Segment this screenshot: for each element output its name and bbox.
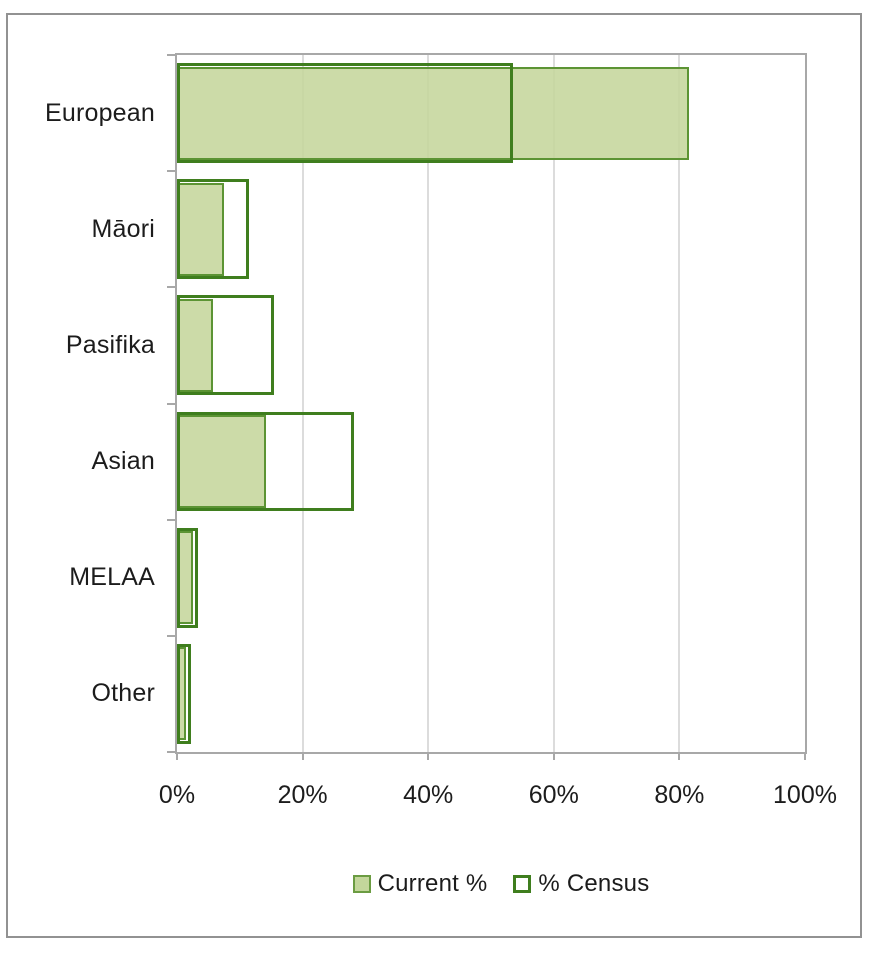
chart-row-european — [177, 55, 805, 171]
value-label-20: 20% — [277, 781, 328, 809]
category-label-melaa: MELAA — [69, 563, 155, 592]
chart-row-melaa — [177, 520, 805, 636]
bar-census-melaa — [177, 527, 198, 628]
chart-row-asian — [177, 403, 805, 519]
legend: Current % % Census — [175, 870, 827, 898]
value-axis-ticks — [176, 754, 806, 761]
category-tick-4 — [167, 518, 176, 521]
value-label-100: 100% — [773, 781, 837, 809]
value-tick-20 — [301, 754, 304, 760]
category-tick-1 — [167, 170, 176, 173]
plot-area — [175, 53, 807, 754]
legend-item-census: % Census — [513, 870, 649, 898]
value-tick-60 — [552, 754, 555, 760]
category-label-pasifika: Pasifika — [65, 330, 155, 359]
category-label-maori: Māori — [91, 214, 155, 243]
category-tick-3 — [167, 402, 176, 405]
value-label-0: 0% — [158, 781, 196, 809]
chart-row-maori — [177, 171, 805, 287]
value-label-60: 60% — [528, 781, 579, 809]
category-tick-5 — [167, 634, 176, 637]
category-axis-labels: European Māori Pasifika Asian MELAA Other — [0, 55, 155, 752]
current-series-swatch-icon — [352, 875, 371, 893]
gridline-80 — [678, 55, 681, 752]
bar-census-european — [177, 63, 513, 164]
legend-item-current: Current % — [352, 870, 488, 898]
category-tick-2 — [167, 286, 176, 289]
category-tick-6 — [167, 751, 176, 753]
bar-census-pasifika — [177, 295, 275, 396]
category-tick-0 — [167, 54, 176, 56]
gridline-40 — [427, 55, 430, 752]
value-label-80: 80% — [654, 781, 705, 809]
value-tick-40 — [427, 754, 430, 760]
category-label-european: European — [44, 98, 155, 127]
category-axis-ticks — [167, 54, 176, 753]
census-series-swatch-icon — [513, 875, 532, 893]
chart-row-other — [177, 636, 805, 752]
value-axis-labels: 0% 20% 40% 60% 80% 100% — [159, 781, 837, 811]
value-label-40: 40% — [403, 781, 454, 809]
legend-label-current: Current % — [377, 870, 488, 897]
value-tick-0 — [176, 754, 178, 760]
bar-current-european — [177, 66, 689, 160]
category-label-asian: Asian — [91, 447, 155, 476]
category-label-other: Other — [91, 679, 155, 708]
gridline-60 — [552, 55, 555, 752]
bar-census-asian — [177, 411, 355, 512]
bar-current-maori — [177, 182, 225, 276]
legend-label-census: % Census — [538, 870, 650, 897]
gridline-20 — [301, 55, 304, 752]
bar-current-pasifika — [177, 298, 213, 392]
bar-census-other — [177, 643, 192, 744]
bar-census-maori — [177, 179, 250, 280]
value-tick-100 — [804, 754, 806, 760]
value-tick-80 — [678, 754, 681, 760]
chart-row-pasifika — [177, 287, 805, 403]
